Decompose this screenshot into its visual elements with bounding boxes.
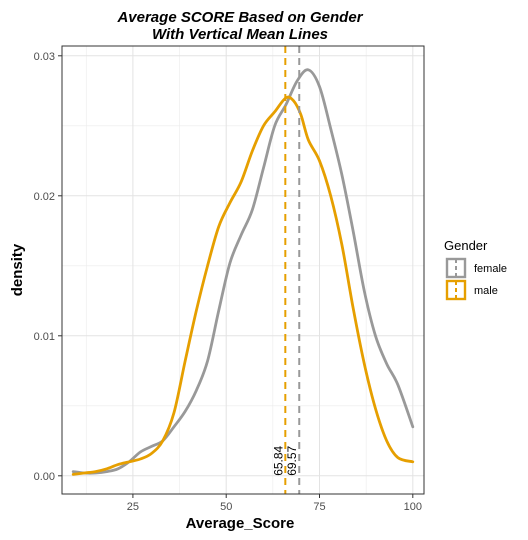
mean-label-male: 65.84 <box>271 445 285 475</box>
grid-lines <box>62 46 424 494</box>
legend-label-male: male <box>474 285 498 297</box>
legend-item-male: male <box>445 279 498 301</box>
x-tick-label: 100 <box>404 501 422 513</box>
mean-label-female: 69.57 <box>285 445 299 475</box>
legend: Gender female male <box>444 238 507 301</box>
density-curves <box>71 68 415 476</box>
y-tick-label: 0.02 <box>34 191 55 203</box>
chart-title-line-2: With Vertical Mean Lines <box>152 26 328 43</box>
y-tick-label: 0.00 <box>34 471 55 483</box>
plot-panel <box>62 46 424 494</box>
y-tick-label: 0.01 <box>34 331 55 343</box>
x-tick-label: 50 <box>220 501 232 513</box>
x-tick-label: 25 <box>127 501 139 513</box>
plot-panel-border <box>61 45 425 495</box>
y-axis-title: density <box>9 243 26 296</box>
x-tick-label: 75 <box>313 501 325 513</box>
density-line-male <box>71 95 415 476</box>
chart-title-line-1: Average SCORE Based on Gender <box>116 9 363 26</box>
axis-ticks: 25 50 75 100 0.00 0.01 0.02 0.03 <box>34 51 422 513</box>
legend-label-female: female <box>474 263 507 275</box>
legend-item-female: female <box>445 257 507 279</box>
x-axis-title: Average_Score <box>186 515 295 532</box>
y-tick-label: 0.03 <box>34 51 55 63</box>
legend-title: Gender <box>444 238 488 253</box>
